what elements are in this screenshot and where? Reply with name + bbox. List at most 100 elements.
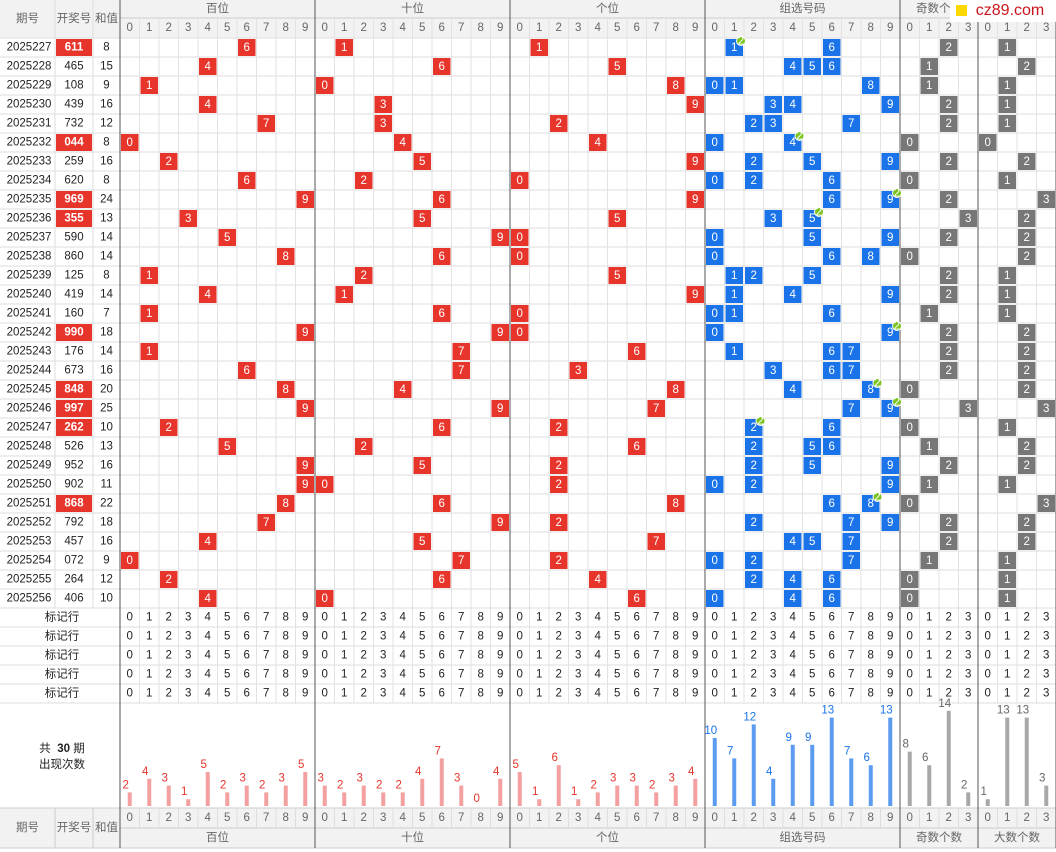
hit-digit: 1 xyxy=(536,42,542,54)
sum: 7 xyxy=(103,308,109,320)
column-digit: 9 xyxy=(302,22,308,34)
hit-digit: 3 xyxy=(1043,194,1049,206)
hit-cell xyxy=(823,191,841,208)
draw-number: 125 xyxy=(64,270,83,282)
count-label: 2 xyxy=(591,779,597,791)
hit-digit: 2 xyxy=(946,327,952,339)
marker-digit: 0 xyxy=(907,612,913,624)
count-bar xyxy=(829,717,834,806)
hit-digit: 4 xyxy=(790,99,797,111)
period: 2025246 xyxy=(7,403,52,415)
marker-digit: 0 xyxy=(517,669,523,681)
hit-digit: 2 xyxy=(1024,441,1030,453)
sum: 14 xyxy=(100,232,113,244)
hit-cell xyxy=(550,419,568,436)
hit-digit: 0 xyxy=(712,593,718,605)
sum: 10 xyxy=(100,593,113,605)
marker-digit: 6 xyxy=(439,688,445,700)
column-digit: 2 xyxy=(1024,22,1030,34)
hit-cell xyxy=(569,362,587,379)
marker-digit: 3 xyxy=(1043,650,1049,662)
column-digit: 6 xyxy=(829,22,835,34)
hit-digit: 6 xyxy=(829,593,835,605)
count-label: 7 xyxy=(727,745,733,757)
period: 2025227 xyxy=(7,42,52,54)
marker-digit: 2 xyxy=(166,612,172,624)
draw-number: 969 xyxy=(64,194,83,206)
hit-cell xyxy=(998,552,1016,569)
count-label: 4 xyxy=(493,766,500,778)
hit-cell xyxy=(940,39,958,56)
marker-digit: 9 xyxy=(887,669,893,681)
column-header: 和值 xyxy=(95,821,118,834)
hit-digit: 1 xyxy=(1004,175,1010,187)
pair-badge xyxy=(755,416,766,426)
marker-digit: 3 xyxy=(380,650,386,662)
hit-cell xyxy=(803,267,821,284)
hit-cell xyxy=(823,419,841,436)
column-digit: 2 xyxy=(361,812,367,824)
hit-digit: 6 xyxy=(829,194,835,206)
hit-digit: 2 xyxy=(946,517,952,529)
hit-cell xyxy=(706,229,724,246)
sum: 16 xyxy=(100,99,113,111)
hit-digit: 2 xyxy=(361,175,367,187)
count-label: 2 xyxy=(649,779,655,791)
marker-digit: 8 xyxy=(673,631,679,643)
marker-digit: 8 xyxy=(868,631,874,643)
hit-digit: 4 xyxy=(205,593,212,605)
hit-digit: 1 xyxy=(1004,555,1010,567)
hit-cell xyxy=(940,115,958,132)
hit-digit: 9 xyxy=(302,327,308,339)
draw-number: 439 xyxy=(64,99,83,111)
hit-cell xyxy=(140,343,158,360)
marker-digit: 7 xyxy=(263,631,269,643)
marker-digit: 4 xyxy=(595,669,602,681)
hit-digit: 1 xyxy=(1004,80,1010,92)
hit-cell xyxy=(998,590,1016,607)
hit-cell xyxy=(803,153,821,170)
hit-digit: 2 xyxy=(166,156,172,168)
count-label: 2 xyxy=(220,779,226,791)
hit-cell xyxy=(881,476,899,493)
marker-digit: 9 xyxy=(887,631,893,643)
count-bar xyxy=(985,799,990,806)
hit-digit: 9 xyxy=(887,403,893,415)
marker-digit: 1 xyxy=(926,650,932,662)
column-digit: 7 xyxy=(458,812,464,824)
marker-label: 标记行 xyxy=(45,687,80,700)
marker-digit: 9 xyxy=(692,688,698,700)
count-bar xyxy=(790,744,795,806)
marker-digit: 3 xyxy=(770,669,776,681)
hit-cell xyxy=(706,172,724,189)
hit-cell xyxy=(1018,381,1036,398)
column-digit: 0 xyxy=(712,812,718,824)
marker-digit: 0 xyxy=(985,650,991,662)
draw-number: 355 xyxy=(64,213,84,225)
column-digit: 1 xyxy=(146,812,152,824)
column-digit: 7 xyxy=(848,812,854,824)
marker-digit: 0 xyxy=(907,669,913,681)
marker-digit: 9 xyxy=(887,612,893,624)
hit-cell xyxy=(394,381,412,398)
hit-digit: 2 xyxy=(556,118,562,130)
hit-cell xyxy=(998,419,1016,436)
hit-digit: 9 xyxy=(887,194,893,206)
column-digit: 0 xyxy=(712,22,718,34)
hit-cell xyxy=(940,343,958,360)
hit-cell xyxy=(745,514,763,531)
sum: 25 xyxy=(100,403,113,415)
marker-digit: 9 xyxy=(302,669,308,681)
column-digit: 1 xyxy=(146,22,152,34)
column-digit: 1 xyxy=(731,22,737,34)
column-digit: 4 xyxy=(205,22,212,34)
marker-digit: 2 xyxy=(361,669,367,681)
column-digit: 7 xyxy=(653,22,659,34)
marker-digit: 1 xyxy=(146,669,152,681)
hit-cell xyxy=(589,134,607,151)
hit-digit: 3 xyxy=(965,403,971,415)
marker-digit: 6 xyxy=(439,669,445,681)
draw-number: 457 xyxy=(64,536,83,548)
marker-digit: 2 xyxy=(361,631,367,643)
hit-cell xyxy=(530,39,548,56)
